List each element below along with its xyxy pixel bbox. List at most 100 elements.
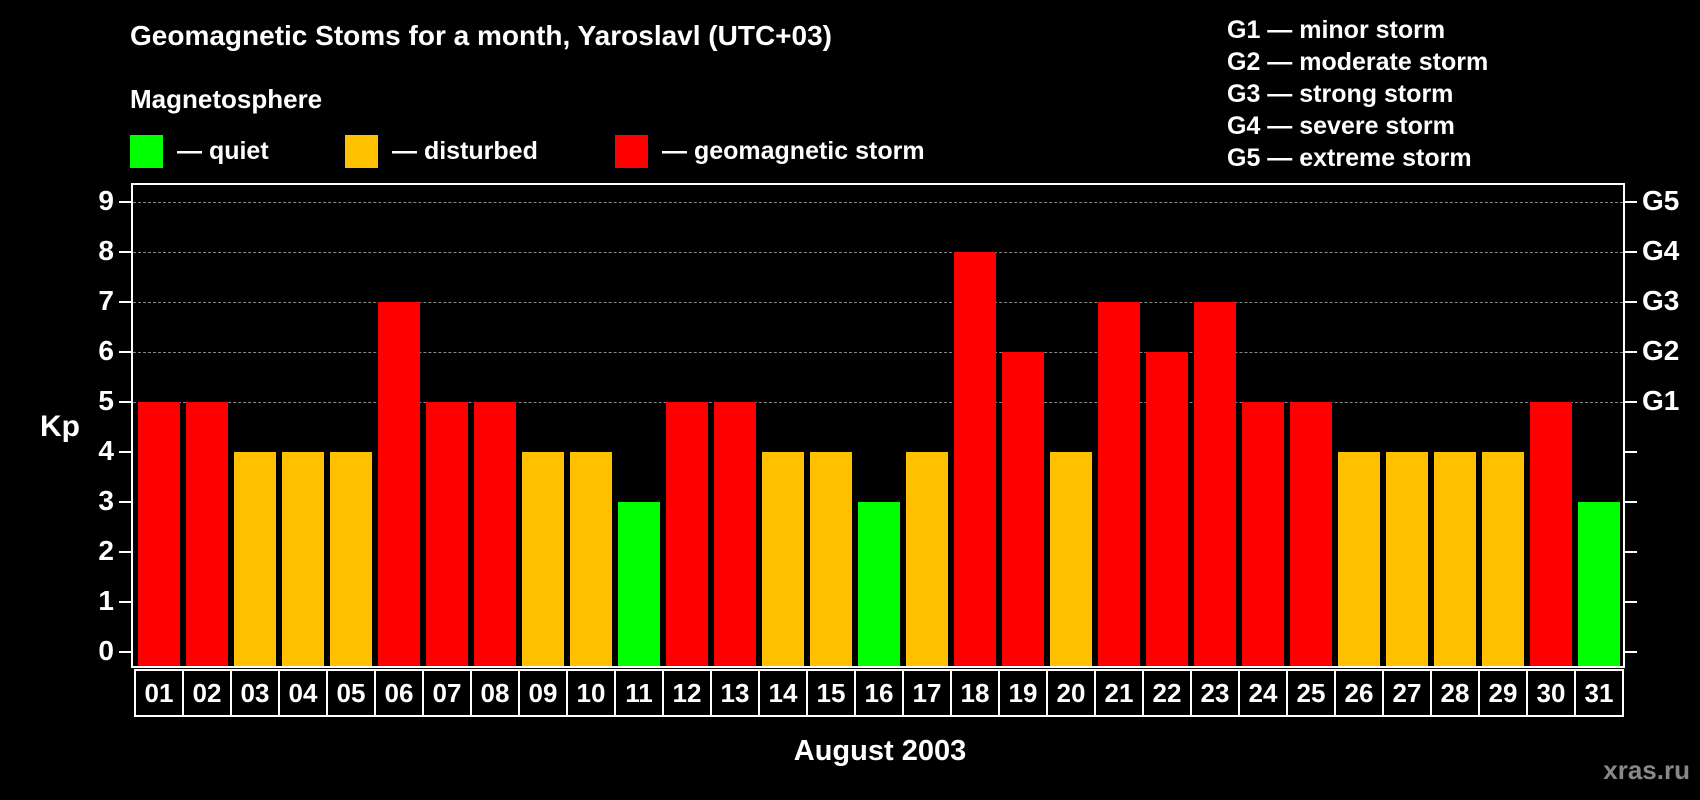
y-tick-right: [1625, 601, 1637, 603]
y-tick: [119, 251, 131, 253]
y-tick: [119, 401, 131, 403]
bar-day-05: [330, 452, 372, 668]
bar-day-30: [1530, 402, 1572, 668]
y-axis-label: Kp: [40, 410, 80, 443]
y-tick-right: [1625, 351, 1637, 353]
x-tick-label: 27: [1382, 669, 1432, 717]
bar-day-16: [858, 502, 900, 668]
disturbed-swatch-icon: [345, 134, 378, 168]
bar-day-18: [954, 252, 996, 668]
watermark: xras.ru: [1603, 755, 1690, 785]
y-tick-right: [1625, 401, 1637, 403]
bar-day-28: [1434, 452, 1476, 668]
legend-quiet: — quiet: [130, 134, 269, 168]
g-axis-label: G2: [1642, 335, 1680, 366]
x-tick-label: 05: [326, 669, 376, 717]
bar-day-31: [1578, 502, 1620, 668]
x-tick-label: 19: [998, 669, 1048, 717]
x-tick-label: 06: [374, 669, 424, 717]
storm-swatch-icon: [615, 134, 648, 168]
g-axis-label: G4: [1642, 235, 1680, 266]
x-tick-label: 18: [950, 669, 1000, 717]
x-tick-label: 01: [134, 669, 184, 717]
bar-day-19: [1002, 352, 1044, 668]
bar-day-10: [570, 452, 612, 668]
quiet-swatch-icon: [130, 134, 163, 168]
bar-day-25: [1290, 402, 1332, 668]
bar-day-01: [138, 402, 180, 668]
bar-day-06: [378, 302, 420, 668]
gridline: [133, 352, 1623, 353]
x-tick-label: 16: [854, 669, 904, 717]
y-tick-right: [1625, 251, 1637, 253]
bar-day-22: [1146, 352, 1188, 668]
bar-day-20: [1050, 452, 1092, 668]
bar-day-08: [474, 402, 516, 668]
x-tick-label: 20: [1046, 669, 1096, 717]
x-tick-label: 04: [278, 669, 328, 717]
y-tick: [119, 301, 131, 303]
bar-day-07: [426, 402, 468, 668]
bar-day-11: [618, 502, 660, 668]
bar-day-21: [1098, 302, 1140, 668]
y-tick-label: 6: [98, 335, 114, 366]
g3-legend: G3 — strong storm: [1227, 80, 1454, 108]
g5-legend: G5 — extreme storm: [1227, 144, 1472, 172]
x-tick-label: 13: [710, 669, 760, 717]
y-tick-label: 2: [98, 535, 114, 566]
bar-day-27: [1386, 452, 1428, 668]
y-tick: [119, 201, 131, 203]
legend-storm-label: — geomagnetic storm: [662, 136, 925, 165]
x-tick-label: 10: [566, 669, 616, 717]
y-tick-right: [1625, 651, 1637, 653]
bar-day-04: [282, 452, 324, 668]
gridline: [133, 402, 1623, 403]
x-tick-label: 11: [614, 669, 664, 717]
bar-day-29: [1482, 452, 1524, 668]
bar-day-13: [714, 402, 756, 668]
y-tick: [119, 501, 131, 503]
x-tick-label: 17: [902, 669, 952, 717]
x-tick-label: 08: [470, 669, 520, 717]
y-tick-right: [1625, 201, 1637, 203]
x-tick-label: 02: [182, 669, 232, 717]
gridline: [133, 202, 1623, 203]
bar-day-24: [1242, 402, 1284, 668]
y-tick: [119, 651, 131, 653]
x-axis-label: August 2003: [793, 735, 967, 767]
y-tick-right: [1625, 451, 1637, 453]
y-tick-label: 7: [98, 285, 114, 316]
y-tick-label: 8: [98, 235, 114, 266]
x-tick-label: 26: [1334, 669, 1384, 717]
x-tick-label: 31: [1574, 669, 1624, 717]
bar-day-09: [522, 452, 564, 668]
gridline: [133, 302, 1623, 303]
legend-quiet-label: — quiet: [177, 136, 269, 165]
y-tick-right: [1625, 551, 1637, 553]
legend-storm: — geomagnetic storm: [615, 134, 925, 168]
bar-day-15: [810, 452, 852, 668]
plot-frame: [131, 183, 1625, 668]
x-tick-label: 29: [1478, 669, 1528, 717]
x-tick-label: 24: [1238, 669, 1288, 717]
x-tick-label: 25: [1286, 669, 1336, 717]
x-tick-label: 03: [230, 669, 280, 717]
legend-disturbed: — disturbed: [345, 134, 538, 168]
x-tick-label: 22: [1142, 669, 1192, 717]
x-tick-label: 30: [1526, 669, 1576, 717]
x-tick-label: 12: [662, 669, 712, 717]
x-tick-label: 23: [1190, 669, 1240, 717]
g-axis-label: G3: [1642, 285, 1680, 316]
g2-legend: G2 — moderate storm: [1227, 48, 1489, 76]
bar-day-17: [906, 452, 948, 668]
x-tick-label: 14: [758, 669, 808, 717]
bar-day-12: [666, 402, 708, 668]
y-tick: [119, 351, 131, 353]
g-scale-legend: G1 — minor storm G2 — moderate storm G3 …: [1227, 14, 1488, 174]
y-tick: [119, 551, 131, 553]
bar-day-02: [186, 402, 228, 668]
x-tick-label: 15: [806, 669, 856, 717]
y-tick-label: 9: [98, 185, 114, 216]
y-tick-right: [1625, 501, 1637, 503]
legend-disturbed-label: — disturbed: [392, 136, 538, 165]
